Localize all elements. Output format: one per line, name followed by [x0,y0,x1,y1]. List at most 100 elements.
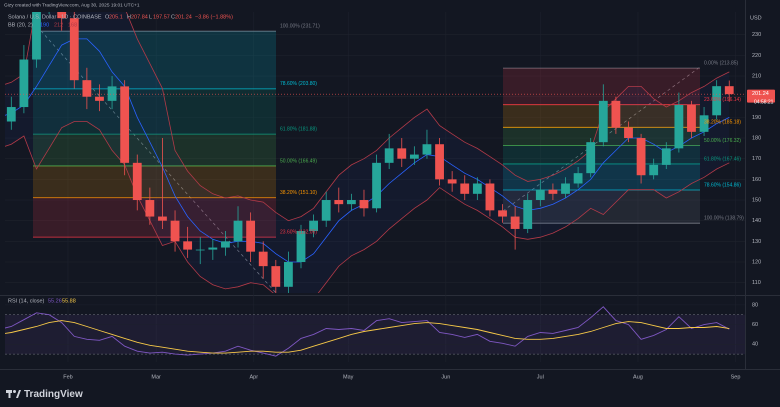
candle-body [57,12,67,19]
candle-body [435,144,444,180]
candle-body [422,144,432,155]
fib-zone [503,68,700,105]
fib-label: 50.00% (176.32) [704,138,741,144]
y-tick-label: 160 [752,177,761,183]
rsi-name: RSI (14, close) [8,298,45,304]
change: −3.86 (−1.88%) [195,14,233,20]
candle-body [724,86,734,95]
candle-body [409,154,419,159]
candle-body [246,220,256,252]
rsi-tick-label: 60 [752,322,758,328]
candle-body [321,200,331,221]
candle-body [6,107,16,122]
rsi-value: 55.26 [48,298,62,304]
rsi-pane [5,304,745,357]
candle-body [107,86,117,101]
price-tag-value: 201.24 [752,91,769,97]
candle-body [372,162,381,209]
rsi-band [5,314,745,355]
candle-body [271,266,281,287]
x-tick-label: Jul [537,374,544,380]
candle-body [170,220,180,242]
y-tick-label: 130 [752,239,761,245]
candle-body [208,247,218,250]
candle-body [82,80,92,97]
candle-body [309,220,319,232]
fib-label: 61.80% (167.46) [704,156,741,162]
y-tick-label: 190 [752,115,761,121]
x-tick-label: Mar [151,374,161,380]
fib-label: 38.20% (185.18) [704,120,741,126]
candle-body [510,216,520,229]
countdown: 04:58:21 [754,99,774,105]
candle-body [712,86,722,116]
candle-body [145,200,155,217]
x-tick-label: Feb [63,374,72,380]
candle-body [221,241,230,248]
ohlc-value: 197.57 [153,14,170,20]
fib-label: 0.00% (213.85) [704,60,739,66]
fib-label: 23.60% (196.14) [704,97,741,103]
bb-value: 212 [54,22,63,28]
rsi-tick-label: 40 [752,342,758,348]
ohlc-label: L [149,14,152,20]
currency: USD [750,15,762,21]
fib-label: 100.00% (138.79) [704,216,744,222]
ohlc-value: 201.24 [175,14,192,20]
credit: Gizy created with TradingView.com, Aug 3… [4,2,140,8]
candle-body [95,96,104,101]
candle-body [535,189,545,201]
candle-body [687,104,696,132]
y-tick-label: 150 [752,197,761,203]
brand: TradingView [24,389,83,400]
bb-value: 190 [40,22,49,28]
candle-body [346,200,356,205]
candle-body [472,183,482,194]
candle-body [32,12,41,60]
fib-label: 78.60% (203.80) [280,81,317,87]
candle-body [195,249,205,251]
candle-body [384,148,394,163]
fib-zone [503,145,700,164]
candle-body [283,262,293,287]
candle-body [561,183,570,194]
candle-body [661,148,671,165]
x-tick-label: Sep [731,374,741,380]
ohlc-label: C [171,14,175,20]
fib-zone [503,163,700,190]
symbol-title: Solana / U.S. Dollar · 1D · COINBASE [8,14,102,20]
candle-body [636,138,646,176]
ohlc-label: H [127,14,131,20]
candle-body [611,100,621,128]
candle-body [69,18,79,81]
fib-zone [33,88,276,135]
x-tick-label: Apr [249,374,258,380]
candle-body [158,216,167,221]
x-tick-label: Aug [633,374,643,380]
candle-body [359,200,369,209]
candle-body [586,142,596,174]
rsi-line [5,306,730,357]
candle-body [183,241,193,250]
candle-body [19,59,29,108]
price-tag [747,89,775,103]
bb-name: BB (20, 2) [8,22,33,28]
candle-body [573,173,583,184]
fib-label: 100.00% (231.71) [280,24,320,30]
candle-body [334,200,344,205]
candle-body [258,251,268,267]
candle-body [624,127,633,139]
y-tick-label: 170 [752,156,761,162]
y-tick-label: 110 [752,280,761,286]
fib-zone [33,165,276,198]
candle-body [674,104,684,149]
label-layer: 230220210200190180170160150140130120110F… [8,14,775,380]
candle-body [523,200,533,229]
candle-body [699,115,709,132]
candle-body [498,210,507,217]
candle-body [649,164,659,176]
x-tick-label: May [343,374,354,380]
candle-body [120,86,130,163]
fib-label: 38.20% (151.10) [280,190,317,196]
y-tick-label: 210 [752,74,761,80]
